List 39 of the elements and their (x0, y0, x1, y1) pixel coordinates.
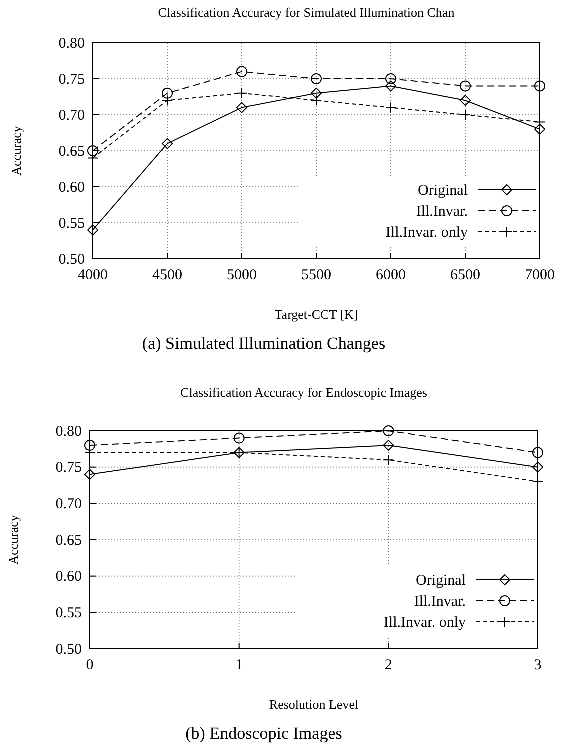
y-tick-label: 0.75 (56, 460, 82, 476)
legend-label: Ill.Invar. (414, 594, 466, 610)
y-tick-label: 0.75 (58, 72, 85, 88)
legend-label: Ill.Invar. only (386, 225, 468, 241)
y-tick-label: 0.70 (58, 108, 85, 124)
x-tick-label: 3 (534, 658, 542, 674)
x-tick-label: 6500 (450, 268, 480, 284)
x-tick-label: 1 (236, 658, 244, 674)
x-axis-title: Target-CCT [K] (274, 307, 358, 322)
x-tick-label: 2 (384, 658, 392, 674)
x-tick-label: 5500 (302, 268, 332, 284)
chart-title: Classification Accuracy for Endoscopic Images (180, 385, 428, 400)
y-tick-label: 0.55 (58, 216, 85, 232)
x-tick-label: 4000 (78, 268, 108, 284)
y-axis-title: Accuracy (6, 514, 21, 565)
x-tick-label: 7000 (525, 268, 555, 284)
legend-label: Original (416, 573, 466, 589)
y-tick-label: 0.60 (56, 569, 82, 586)
x-tick-label: 4500 (152, 268, 182, 284)
x-tick-label: 5000 (227, 268, 257, 284)
y-tick-label: 0.70 (56, 496, 82, 512)
y-axis-title: Accuracy (9, 126, 24, 176)
legend-label: Original (418, 183, 468, 199)
y-tick-label: 0.80 (56, 424, 82, 440)
y-tick-label: 0.50 (58, 252, 85, 268)
chart-title: Classification Accuracy for Simulated Illumination Chan (158, 5, 456, 20)
y-tick-label: 0.55 (56, 605, 82, 622)
text: (b) Endoscopic Images (186, 724, 342, 743)
x-tick-label: 0 (86, 658, 94, 674)
text: (a) Simulated Illumination Changes (142, 334, 386, 353)
y-tick-label: 0.80 (58, 36, 85, 52)
y-tick-label: 0.50 (56, 642, 82, 658)
legend-label: Ill.Invar. only (384, 615, 466, 631)
y-tick-label: 0.65 (56, 532, 82, 549)
y-tick-label: 0.60 (58, 180, 85, 196)
x-axis-title: Resolution Level (269, 697, 359, 712)
x-tick-label: 6000 (376, 268, 406, 284)
legend-label: Ill.Invar. (416, 204, 468, 220)
y-tick-label: 0.65 (58, 144, 85, 160)
